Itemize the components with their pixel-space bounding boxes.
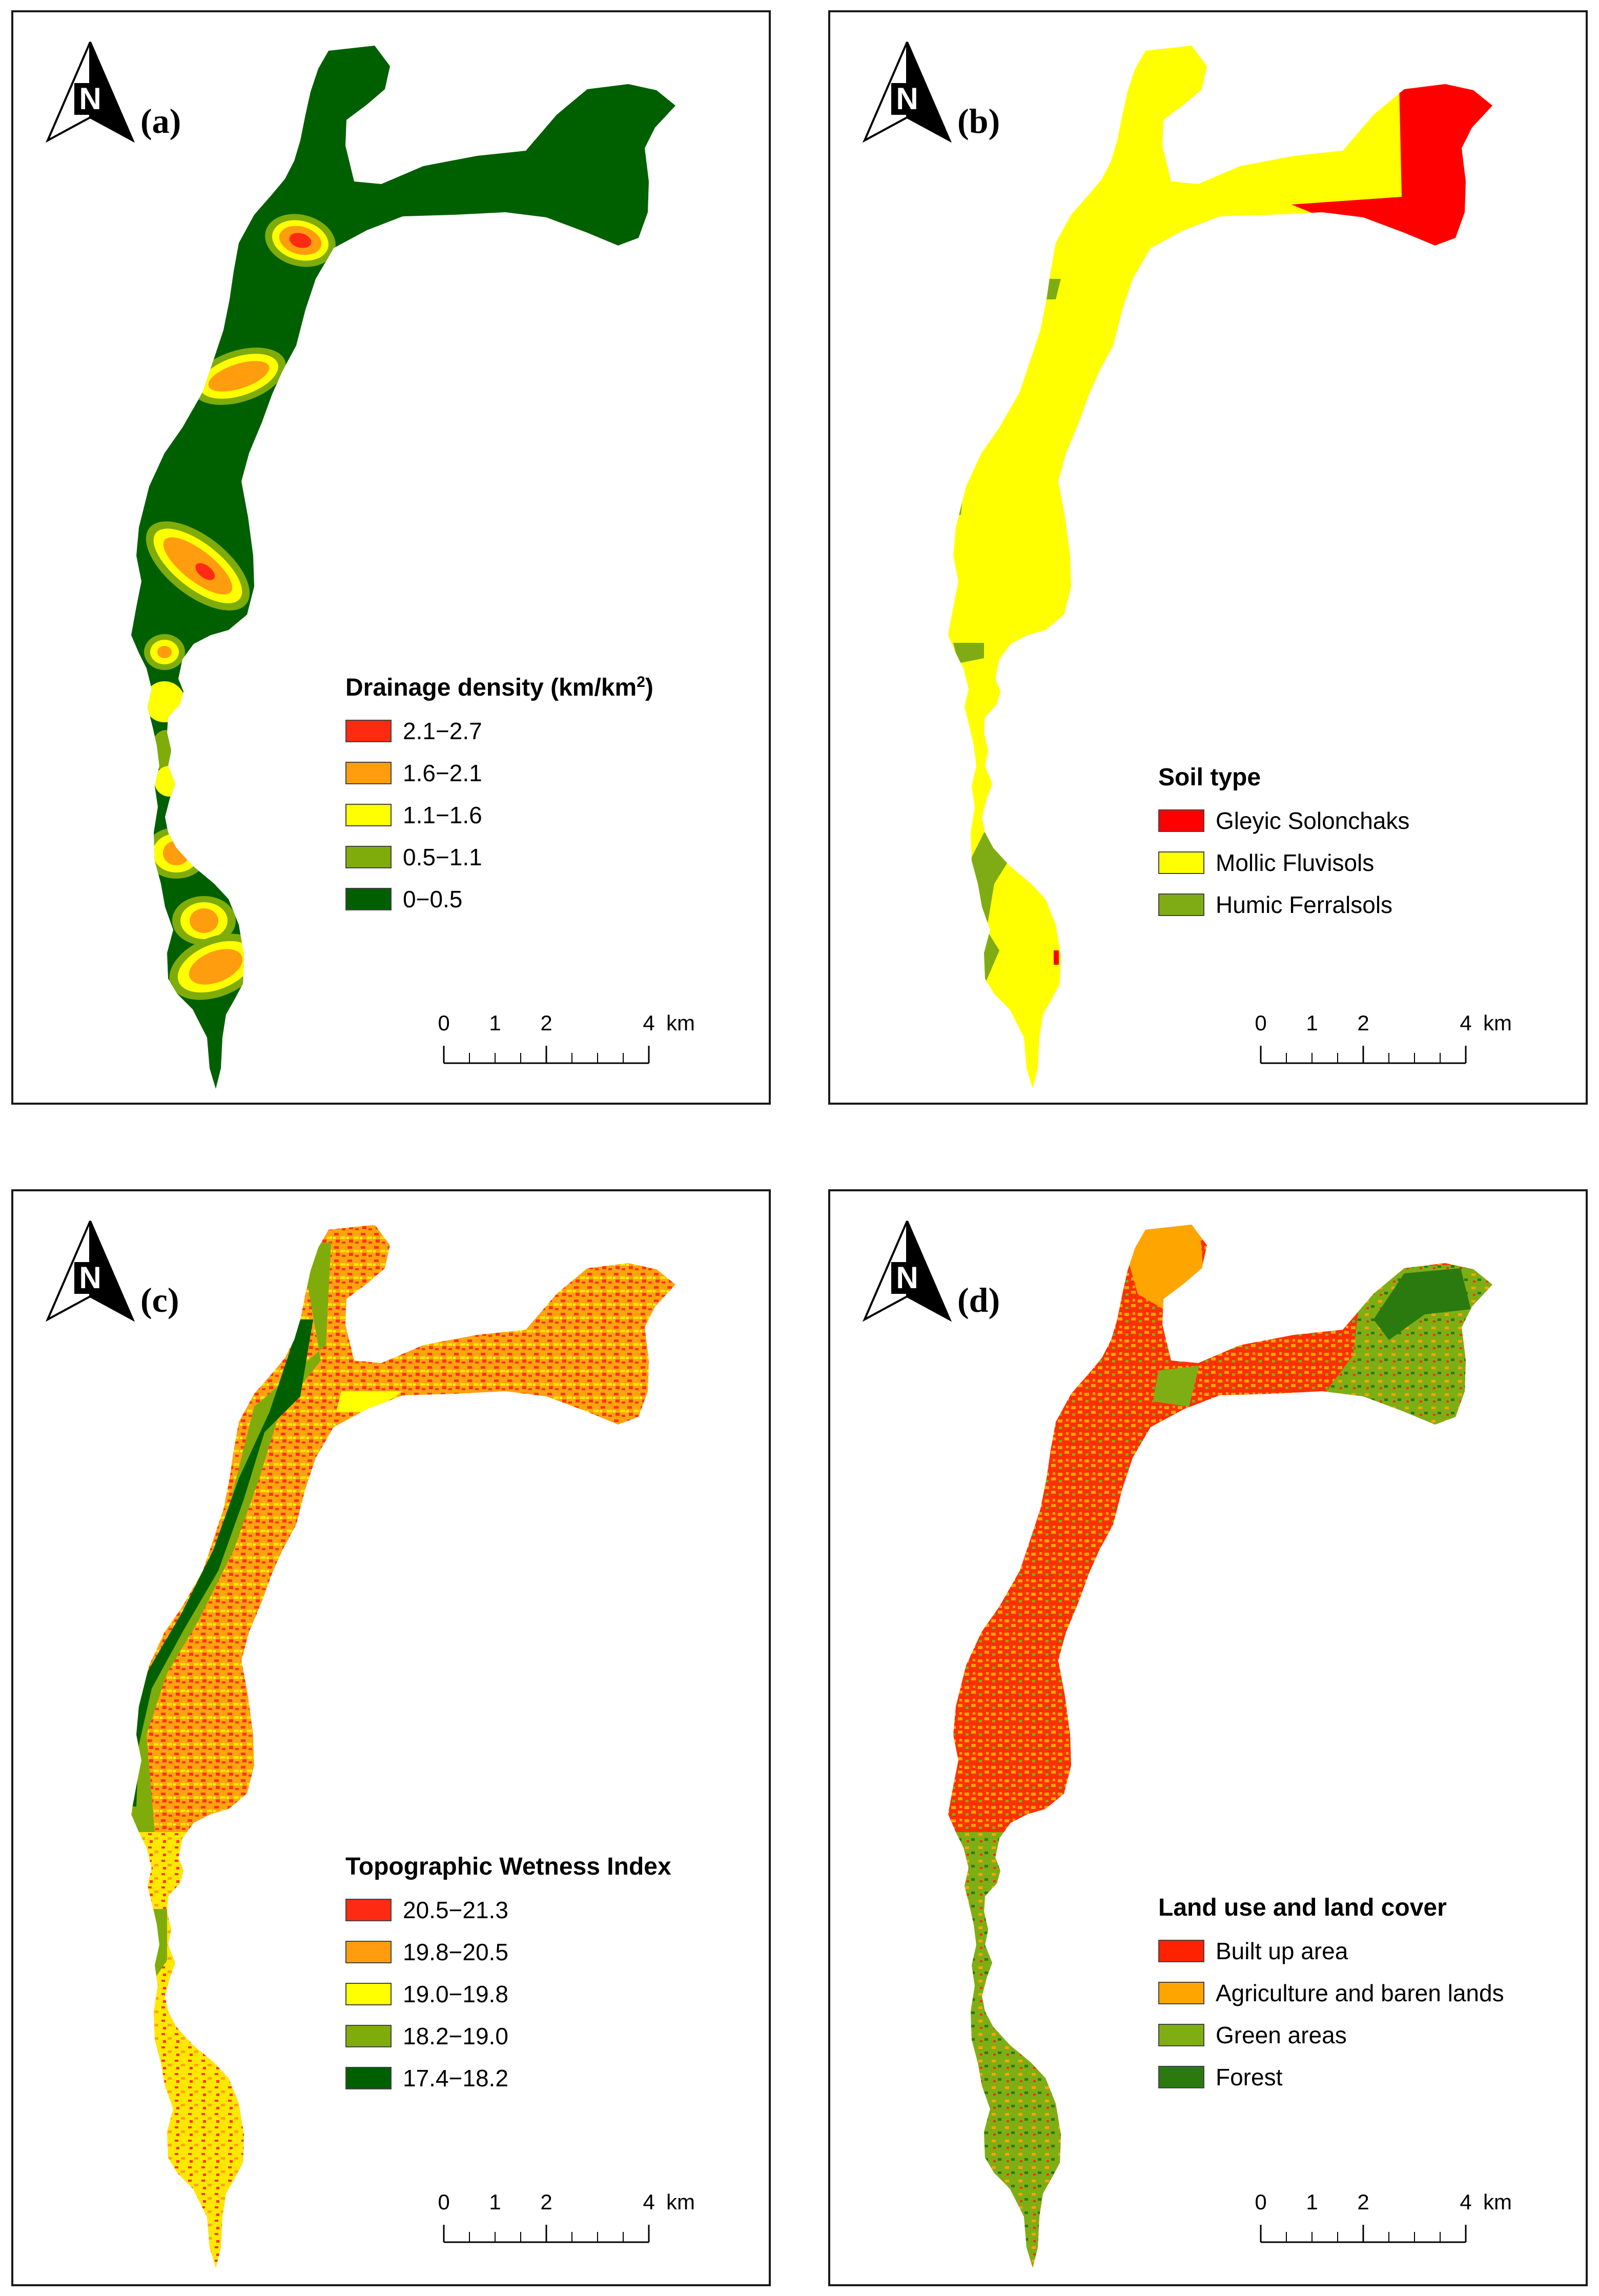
legend-swatch [345, 1941, 392, 1963]
drainage-hotspot [169, 933, 262, 1000]
forest-zone [1373, 1268, 1471, 1340]
legend-swatch [1158, 1940, 1204, 1962]
legend: Soil type Gleyic Solonchaks Mollic Fluvi… [1158, 763, 1409, 926]
scale-bar: 0 1 2 4 km [438, 2190, 695, 2243]
drainage-hotspot [144, 634, 185, 670]
legend-item: Mollic Fluvisols [1158, 842, 1409, 884]
legend-swatch [345, 1983, 392, 2005]
legend-item: 20.5−21.3 [345, 1889, 671, 1931]
north-arrow-icon: N [42, 38, 139, 146]
legend-swatch [345, 762, 392, 784]
twi-map [131, 1225, 675, 2268]
legend-item: 1.1−1.6 [345, 794, 653, 836]
drainage-hotspot [265, 214, 336, 267]
drainage-hotspot [192, 348, 286, 405]
twi-mid-zone [136, 1832, 259, 2268]
drainage-hotspot [146, 521, 250, 611]
gleyic-solonchaks-zone [1292, 84, 1492, 253]
legend-item: Humic Ferralsols [1158, 884, 1409, 926]
legend-swatch [1158, 851, 1204, 874]
panel-soil-type: N (b) Soil type Gleyic Solonchaks Mollic… [828, 10, 1588, 1105]
svg-text:N: N [896, 82, 918, 116]
north-arrow-icon: N [858, 1217, 956, 1325]
panel-land-use-land-cover: N (d) Land use and land cover Built up a… [828, 1189, 1588, 2286]
panel-drainage-density: N (a) Drainage density (km/km2) 2.1−2.7 … [11, 10, 771, 1105]
humic-ferralsols-zone [953, 643, 984, 663]
drainage-hotspot [172, 896, 236, 945]
panel-label: (d) [957, 1281, 1000, 1319]
drainage-density-map [131, 46, 675, 1089]
legend: Land use and land cover Built up area Ag… [1158, 1894, 1504, 2098]
legend-swatch [345, 804, 392, 826]
drainage-hotspot [151, 730, 181, 771]
legend-title: Topographic Wetness Index [345, 1853, 671, 1880]
panel-topographic-wetness-index: N (c) Topographic Wetness Index 20.5−21.… [11, 1189, 771, 2286]
legend-swatch [345, 846, 392, 868]
legend-swatch [1158, 2066, 1204, 2088]
soil-type-map [948, 46, 1492, 1089]
legend-item: 0.5−1.1 [345, 836, 653, 878]
legend-item: Forest [1158, 2056, 1504, 2098]
panel-label: (b) [957, 101, 1000, 140]
scale-bar: 0 1 2 4 km [1255, 2190, 1512, 2243]
mixed-green-zone [948, 1832, 1081, 2268]
scale-bar: 0 1 2 4 km [438, 1011, 695, 1064]
legend-swatch [345, 1899, 392, 1921]
legend-item: 1.6−2.1 [345, 752, 653, 794]
legend-item: 2.1−2.7 [345, 710, 653, 752]
legend-item: 19.0−19.8 [345, 1973, 671, 2015]
legend-swatch [1158, 1982, 1204, 2004]
legend-item: 17.4−18.2 [345, 2057, 671, 2099]
legend: Drainage density (km/km2) 2.1−2.7 1.6−2.… [345, 674, 653, 920]
twi-lowest-zone [131, 1319, 313, 1806]
green-area-zone [1153, 1366, 1199, 1407]
svg-text:N: N [79, 1261, 101, 1295]
legend-item: Green areas [1158, 2014, 1504, 2056]
legend-item: 18.2−19.0 [345, 2015, 671, 2057]
svg-text:N: N [79, 82, 101, 116]
north-arrow-icon: N [42, 1217, 139, 1325]
legend-swatch [1158, 809, 1204, 832]
legend-item: 19.8−20.5 [345, 1931, 671, 1973]
svg-text:N: N [896, 1261, 918, 1295]
legend-title: Land use and land cover [1158, 1894, 1447, 1921]
legend-title: Soil type [1158, 764, 1261, 791]
legend-swatch [1158, 893, 1204, 916]
legend-item: 0−0.5 [345, 878, 653, 920]
legend-swatch [1158, 2024, 1204, 2046]
drainage-hotspot [144, 681, 185, 722]
legend-title: Drainage density (km/km2) [345, 674, 653, 701]
panel-label: (a) [140, 101, 181, 140]
legend-item: Gleyic Solonchaks [1158, 800, 1409, 842]
drainage-hotspot [154, 766, 185, 797]
legend-swatch [345, 2067, 392, 2089]
scale-bar: 0 1 2 4 km [1255, 1011, 1512, 1064]
legend-item: Agriculture and baren lands [1158, 1972, 1504, 2014]
drainage-hotspot [145, 827, 208, 879]
legend-swatch [345, 888, 392, 910]
panel-label: (c) [140, 1281, 179, 1319]
twi-low-zone [336, 1391, 403, 1412]
north-arrow-icon: N [858, 38, 956, 146]
legend: Topographic Wetness Index 20.5−21.3 19.8… [345, 1853, 671, 2099]
legend-swatch [345, 2025, 392, 2047]
humic-ferralsols-zone [948, 499, 962, 517]
land-use-map [948, 1225, 1492, 2268]
legend-item: Built up area [1158, 1930, 1504, 1972]
legend-swatch [345, 720, 392, 742]
gleyic-solonchaks-zone [1054, 950, 1059, 965]
